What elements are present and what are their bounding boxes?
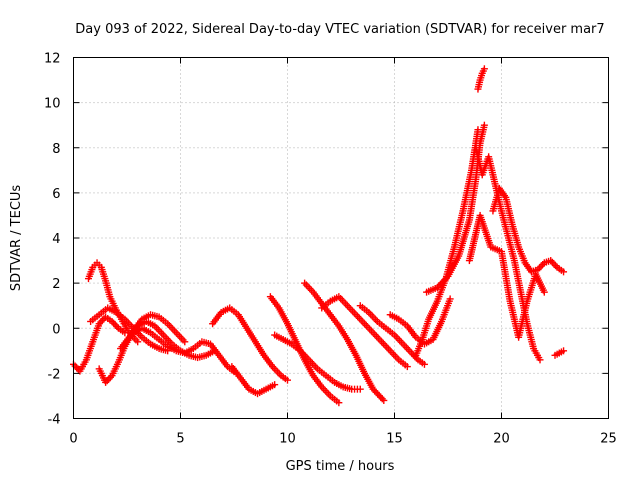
data-point [560, 268, 568, 276]
y-tick-label: -4 [48, 413, 61, 428]
data-point [271, 381, 279, 389]
series-arc-j [271, 331, 364, 393]
data-point [560, 347, 568, 355]
series-arc-u [551, 347, 568, 359]
data-point [442, 274, 450, 282]
y-tick-label: 10 [44, 97, 61, 112]
data-point [480, 121, 488, 129]
data-point [540, 288, 548, 296]
data-point [378, 395, 386, 403]
x-axis-label: GPS time / hours [286, 459, 395, 474]
data-point [536, 356, 544, 364]
data-point [433, 284, 441, 292]
data-point [181, 338, 189, 346]
data-point [403, 363, 411, 371]
x-tick-label: 20 [493, 432, 510, 447]
data-point [446, 295, 454, 303]
series-arc-t [465, 211, 548, 341]
data-point [420, 360, 428, 368]
y-tick-label: -2 [48, 367, 61, 382]
y-tick-label: 0 [52, 322, 60, 337]
grid-lines [73, 57, 609, 419]
data-point [375, 392, 383, 400]
data-point [369, 385, 377, 393]
data-point [335, 399, 343, 407]
series-arc-n [386, 295, 454, 348]
series-arc-q [474, 65, 488, 93]
data-point [435, 282, 443, 290]
data-point [134, 338, 142, 346]
data-point [439, 277, 447, 285]
series-arc-g [209, 304, 291, 384]
series-arc-r [472, 144, 544, 364]
chart-title: Day 093 of 2022, Sidereal Day-to-day VTE… [75, 22, 604, 37]
y-tick-label: 12 [44, 52, 61, 67]
data-point [480, 65, 488, 73]
data-point [441, 276, 449, 284]
x-tick-label: 25 [600, 432, 617, 447]
series-arc-h [228, 363, 279, 398]
series-arc-i [266, 293, 343, 407]
data-point [380, 396, 388, 404]
x-tick-label: 0 [69, 432, 77, 447]
y-tick-label: 6 [52, 187, 60, 202]
data-point [284, 376, 291, 384]
data-point [438, 279, 446, 287]
series-arc-s [489, 184, 568, 276]
y-tick-label: 2 [52, 277, 60, 292]
data-point [356, 385, 364, 393]
series-arc-o [412, 126, 482, 359]
data-point [371, 387, 379, 395]
y-axis-ticks: -4 -2 0 2 4 6 8 10 12 [44, 52, 609, 428]
data-marks [70, 65, 568, 407]
y-tick-label: 8 [52, 142, 60, 157]
x-tick-label: 15 [386, 432, 403, 447]
y-axis-label: SDTVAR / TECUs [9, 185, 24, 292]
data-point [436, 280, 444, 288]
x-tick-label: 10 [279, 432, 296, 447]
data-point [377, 393, 385, 401]
series-arc-l [318, 293, 411, 371]
data-point [374, 390, 382, 398]
y-tick-label: 4 [52, 232, 60, 247]
x-axis-ticks: 0 5 10 15 20 25 [69, 57, 617, 447]
x-tick-label: 5 [176, 432, 184, 447]
data-point [372, 388, 380, 396]
